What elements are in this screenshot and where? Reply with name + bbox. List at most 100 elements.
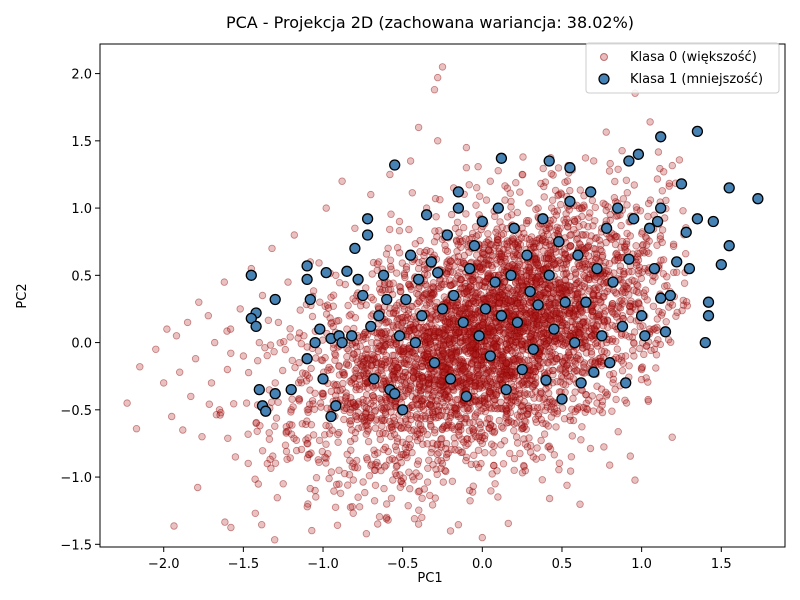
- class-0-point: [360, 355, 368, 363]
- class-0-point: [609, 379, 617, 387]
- class-0-point: [507, 197, 515, 206]
- class-0-point: [384, 244, 392, 252]
- class-0-point: [385, 424, 394, 432]
- class-1-point: [543, 155, 555, 167]
- class-0-point: [401, 273, 409, 282]
- class-0-point: [567, 304, 576, 313]
- class-0-point: [231, 453, 240, 461]
- class-0-point: [493, 225, 501, 233]
- class-0-point: [510, 454, 519, 463]
- class-0-point: [452, 348, 461, 356]
- class-0-point: [362, 334, 370, 342]
- class-0-point: [404, 355, 413, 363]
- class-0-point: [494, 238, 502, 247]
- class-0-point: [438, 395, 446, 403]
- class-1-point: [389, 388, 401, 400]
- class-0-point: [404, 424, 412, 432]
- class-0-point: [418, 372, 426, 380]
- class-0-point: [622, 399, 631, 407]
- class-0-point: [487, 289, 495, 297]
- class-0-point: [630, 277, 638, 285]
- class-0-point: [552, 423, 560, 431]
- class-0-point: [494, 236, 502, 244]
- class-0-point: [391, 304, 399, 312]
- class-0-point: [600, 443, 608, 451]
- class-0-point: [482, 196, 491, 204]
- class-0-point: [523, 410, 531, 418]
- class-0-point: [442, 246, 450, 254]
- class-0-point: [345, 312, 353, 320]
- class-0-point: [474, 343, 482, 351]
- class-0-point: [562, 270, 570, 278]
- class-0-point: [338, 177, 346, 185]
- class-1-point: [317, 373, 329, 385]
- class-0-point: [438, 377, 447, 385]
- class-0-point: [367, 411, 375, 420]
- class-0-point: [382, 515, 390, 523]
- class-0-point: [427, 421, 435, 429]
- class-0-point: [508, 372, 516, 380]
- class-0-point: [569, 308, 577, 317]
- class-0-point: [401, 373, 409, 381]
- class-0-point: [590, 157, 598, 165]
- class-0-point: [577, 333, 586, 341]
- class-0-point: [421, 290, 429, 298]
- class-0-point: [550, 399, 558, 407]
- class-0-point: [525, 434, 533, 442]
- class-0-point: [581, 337, 589, 345]
- class-0-point: [258, 291, 267, 300]
- class-0-point: [478, 439, 486, 448]
- class-0-point: [490, 244, 498, 252]
- class-0-point: [422, 349, 431, 357]
- class-0-point: [586, 237, 594, 245]
- class-0-point: [485, 236, 493, 244]
- class-0-point: [518, 267, 527, 276]
- class-0-point: [536, 292, 544, 300]
- class-0-point: [538, 236, 547, 244]
- class-0-point: [643, 342, 651, 350]
- class-0-point: [391, 401, 399, 410]
- class-0-point: [352, 386, 360, 394]
- class-0-point: [426, 247, 435, 256]
- class-0-point: [284, 427, 292, 435]
- class-0-point: [451, 446, 459, 454]
- class-1-point: [604, 357, 616, 369]
- class-0-point: [451, 359, 459, 367]
- class-0-point: [376, 435, 384, 444]
- class-0-point: [389, 323, 398, 331]
- class-0-point: [426, 401, 434, 409]
- class-0-point: [491, 317, 499, 325]
- class-0-point: [454, 301, 462, 309]
- class-0-point: [495, 327, 503, 335]
- class-0-point: [273, 494, 281, 502]
- class-1-point: [457, 316, 469, 329]
- class-0-point: [281, 345, 289, 354]
- class-0-point: [568, 405, 576, 413]
- class-1-point: [304, 293, 316, 306]
- class-0-point: [469, 427, 477, 435]
- class-0-point: [456, 420, 464, 429]
- class-0-point: [286, 454, 294, 462]
- class-0-point: [417, 397, 426, 405]
- class-0-point: [374, 449, 382, 457]
- class-0-point: [485, 389, 493, 397]
- class-0-point: [379, 338, 388, 347]
- class-0-point: [496, 376, 505, 384]
- class-0-point: [443, 318, 452, 327]
- class-0-point: [331, 503, 340, 511]
- class-0-point: [408, 189, 416, 197]
- class-0-point: [317, 403, 325, 411]
- class-0-point: [224, 434, 232, 442]
- class-0-point: [582, 231, 590, 239]
- class-0-point: [379, 341, 388, 349]
- class-0-point: [346, 503, 355, 511]
- class-0-point: [349, 404, 357, 412]
- class-0-point: [545, 348, 554, 356]
- class-0-point: [544, 313, 552, 322]
- class-0-point: [623, 229, 631, 238]
- class-0-point: [460, 438, 468, 446]
- class-0-point: [362, 530, 371, 538]
- class-0-point: [509, 252, 517, 261]
- class-0-point: [516, 240, 525, 249]
- class-0-point: [480, 366, 488, 374]
